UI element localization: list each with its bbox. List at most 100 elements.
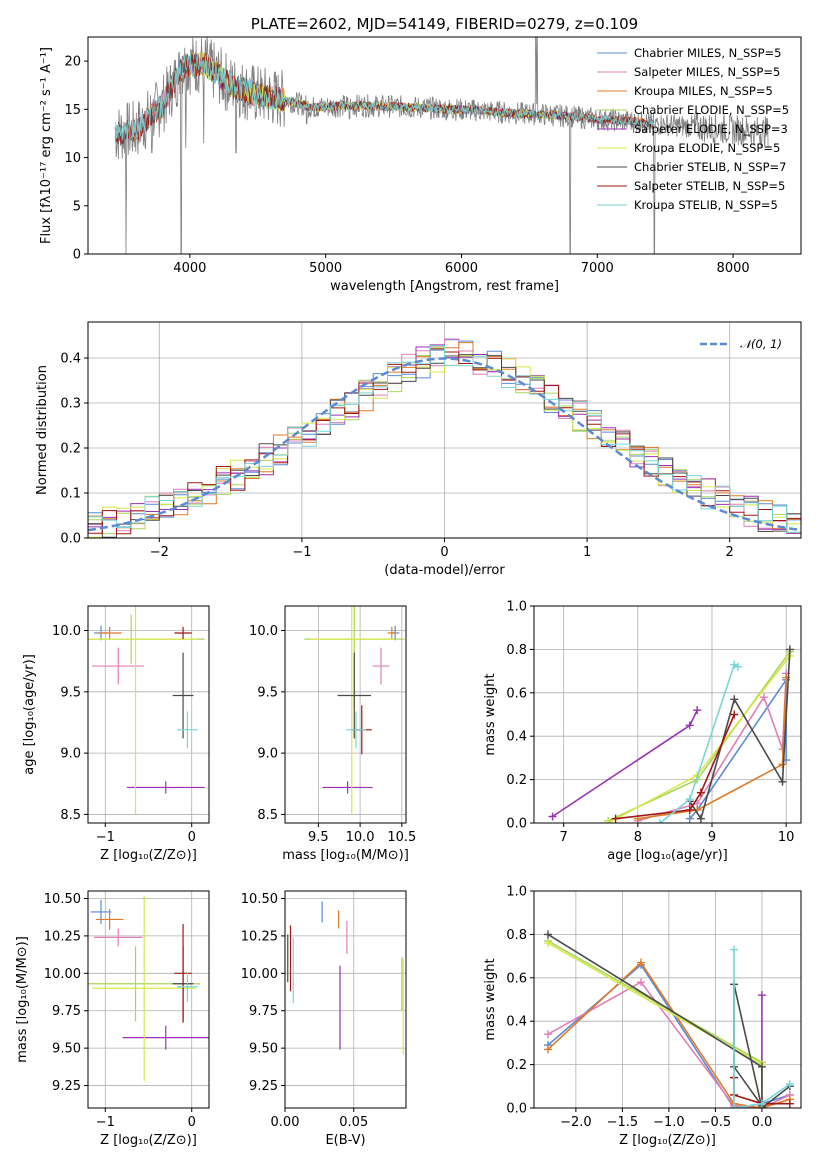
y-tick-label: 15 bbox=[64, 103, 81, 118]
salpeter_miles-weight-marker bbox=[543, 1030, 552, 1039]
age_vs_Z-frame bbox=[87, 605, 210, 824]
salpeter_miles-weight-marker bbox=[636, 978, 645, 987]
y-tick-label: 0.0 bbox=[60, 532, 81, 547]
x-axis-label: age [log₁₀(age/yr)] bbox=[607, 848, 728, 863]
x-tick-label: 9 bbox=[708, 830, 716, 845]
chabrier_miles-weight-marker bbox=[685, 814, 694, 823]
age_vs_mass-frame bbox=[284, 605, 407, 824]
kroupa_miles-weight-marker bbox=[543, 1045, 552, 1054]
weight_vs_Z-frame bbox=[533, 890, 802, 1109]
weight_vs_Z-axes: −2.0 −1.5 −1.0 −0.5 0.0 0.0 0.2 0.4 0.6 0.8 1.0 Z [… bbox=[483, 885, 801, 1148]
x-tick-label: −2.0 bbox=[560, 1115, 592, 1130]
x-tick-label: 4000 bbox=[173, 261, 206, 276]
y-axis-label: mass weight bbox=[483, 958, 498, 1040]
kroupa_stelib-weight-marker bbox=[785, 1080, 794, 1089]
x-axis-label: Z [log₁₀(Z/Z⊙)] bbox=[100, 848, 197, 863]
x-tick-label: 7000 bbox=[581, 261, 614, 276]
x-tick-label: 10.0 bbox=[346, 830, 375, 845]
kroupa_stelib-weight-marker bbox=[730, 1104, 739, 1108]
spectrum-legend: Chabrier MILES, N_SSP=5 Salpeter MILES, N… bbox=[597, 46, 789, 212]
y-tick-label: 9.0 bbox=[60, 747, 81, 762]
kroupa_elodie-histogram bbox=[88, 355, 801, 538]
y-tick-label: 0.1 bbox=[60, 487, 81, 502]
kroupa_elodie-weight-marker bbox=[604, 819, 613, 823]
age_vs_mass-points bbox=[304, 606, 405, 815]
x-tick-label: 8 bbox=[634, 830, 642, 845]
age_vs_Z-points bbox=[88, 606, 205, 815]
x-tick-label: −1.5 bbox=[607, 1115, 639, 1130]
y-tick-label: 0.4 bbox=[506, 1015, 527, 1030]
salpeter_elodie-weight-marker bbox=[693, 706, 702, 715]
x-tick-label: 0.05 bbox=[339, 1115, 368, 1130]
x-tick-label: 9.5 bbox=[308, 830, 329, 845]
y-tick-label: 0.2 bbox=[506, 773, 527, 788]
kroupa_miles-weight-marker bbox=[636, 958, 645, 967]
y-tick-label: 9.25 bbox=[52, 1079, 81, 1094]
y-tick-label: 0 bbox=[73, 248, 81, 263]
legend-entry: Kroupa MILES, N_SSP=5 bbox=[634, 84, 773, 98]
y-tick-label: 10.25 bbox=[44, 929, 81, 944]
x-axis-label: mass [log₁₀(M/M⊙)] bbox=[282, 848, 409, 863]
normal-curve bbox=[88, 357, 801, 532]
salpeter_stelib-weight-marker bbox=[730, 710, 739, 719]
y-tick-label: 10.0 bbox=[249, 624, 278, 639]
weight_vs_age-frame bbox=[533, 605, 802, 824]
chabrier_stelib-weight-marker bbox=[543, 930, 552, 939]
x-axis-label: (data-model)/error bbox=[384, 563, 505, 578]
y-tick-label: 9.75 bbox=[52, 1004, 81, 1019]
legend-entry: Kroupa STELIB, N_SSP=5 bbox=[634, 198, 778, 212]
y-tick-label: 9.5 bbox=[257, 685, 278, 700]
x-tick-label: 10.5 bbox=[387, 830, 416, 845]
x-tick-label: 0.0 bbox=[752, 1115, 773, 1130]
x-tick-label: 0 bbox=[440, 545, 448, 560]
x-tick-label: −1 bbox=[292, 545, 311, 560]
chart-title: PLATE=2602, MJD=54149, FIBERID=0279, z=0… bbox=[251, 15, 638, 33]
spectrum-frame bbox=[87, 36, 802, 255]
x-tick-label: 7 bbox=[560, 830, 568, 845]
salpeter_stelib-weight-marker bbox=[696, 788, 705, 797]
kroupa_miles-weight-marker bbox=[778, 760, 787, 769]
salpeter_miles-weight-marker bbox=[759, 693, 768, 702]
y-tick-label: 5 bbox=[73, 199, 81, 214]
mass_vs_Z-axes: −1 0 9.25 9.50 9.75 10.00 10.25 10.50 Z [log₁₀(Z… bbox=[15, 891, 209, 1148]
y-tick-label: 9.50 bbox=[249, 1042, 278, 1057]
spectrum-axes: 4000 5000 6000 7000 8000 0 5 10 15 20 wavelength [… bbox=[39, 47, 750, 294]
kroupa_stelib-weight-marker bbox=[730, 945, 739, 954]
x-axis-label: Z [log₁₀(Z/Z⊙)] bbox=[619, 1133, 716, 1148]
kroupa_stelib-weight-marker bbox=[757, 1099, 766, 1108]
salpeter_stelib-weight-marker bbox=[785, 1099, 794, 1108]
x-tick-label: −1.0 bbox=[653, 1115, 685, 1130]
legend-entry: Chabrier STELIB, N_SSP=7 bbox=[634, 160, 786, 174]
x-tick-label: 1 bbox=[583, 545, 591, 560]
y-axis-label: age [log₁₀(age/yr)] bbox=[22, 654, 37, 775]
y-tick-label: 10.50 bbox=[44, 892, 81, 907]
y-tick-label: 1.0 bbox=[506, 600, 527, 615]
kroupa_elodie-weight-marker bbox=[543, 939, 552, 948]
y-tick-label: 0.0 bbox=[506, 1102, 527, 1117]
y-tick-label: 0.3 bbox=[60, 397, 81, 412]
kroupa_stelib-weight-line bbox=[733, 949, 791, 1108]
spectrum-lines bbox=[114, 37, 769, 254]
salpeter_stelib-weight-marker bbox=[611, 814, 620, 823]
legend-entry: Kroupa ELODIE, N_SSP=5 bbox=[634, 141, 780, 155]
y-axis-label: mass weight bbox=[483, 673, 498, 755]
y-tick-label: 0.0 bbox=[506, 817, 527, 832]
y-tick-label: 10.00 bbox=[44, 967, 81, 982]
kroupa_stelib-weight-marker bbox=[733, 662, 742, 671]
y-tick-label: 10.25 bbox=[241, 929, 278, 944]
kroupa_stelib-model-line bbox=[114, 51, 655, 144]
x-axis-label: E(B-V) bbox=[325, 1133, 365, 1148]
y-tick-label: 0.2 bbox=[506, 1058, 527, 1073]
legend-entry: Chabrier MILES, N_SSP=5 bbox=[634, 46, 781, 60]
y-axis-label: Flux [fλ10⁻¹⁷ erg cm⁻² s⁻¹ A⁻¹] bbox=[39, 47, 54, 244]
y-tick-label: 0.4 bbox=[60, 352, 81, 367]
residual-histograms bbox=[88, 338, 801, 538]
salpeter_stelib-weight-line bbox=[615, 714, 736, 820]
x-axis-label: wavelength [Angstrom, rest frame] bbox=[330, 279, 559, 294]
y-tick-label: 9.25 bbox=[249, 1079, 278, 1094]
x-tick-label: −2 bbox=[150, 545, 169, 560]
chabrier_stelib-weight-marker bbox=[757, 1062, 766, 1071]
salpeter_elodie-weight-marker bbox=[548, 812, 557, 821]
y-tick-label: 0.8 bbox=[506, 928, 527, 943]
